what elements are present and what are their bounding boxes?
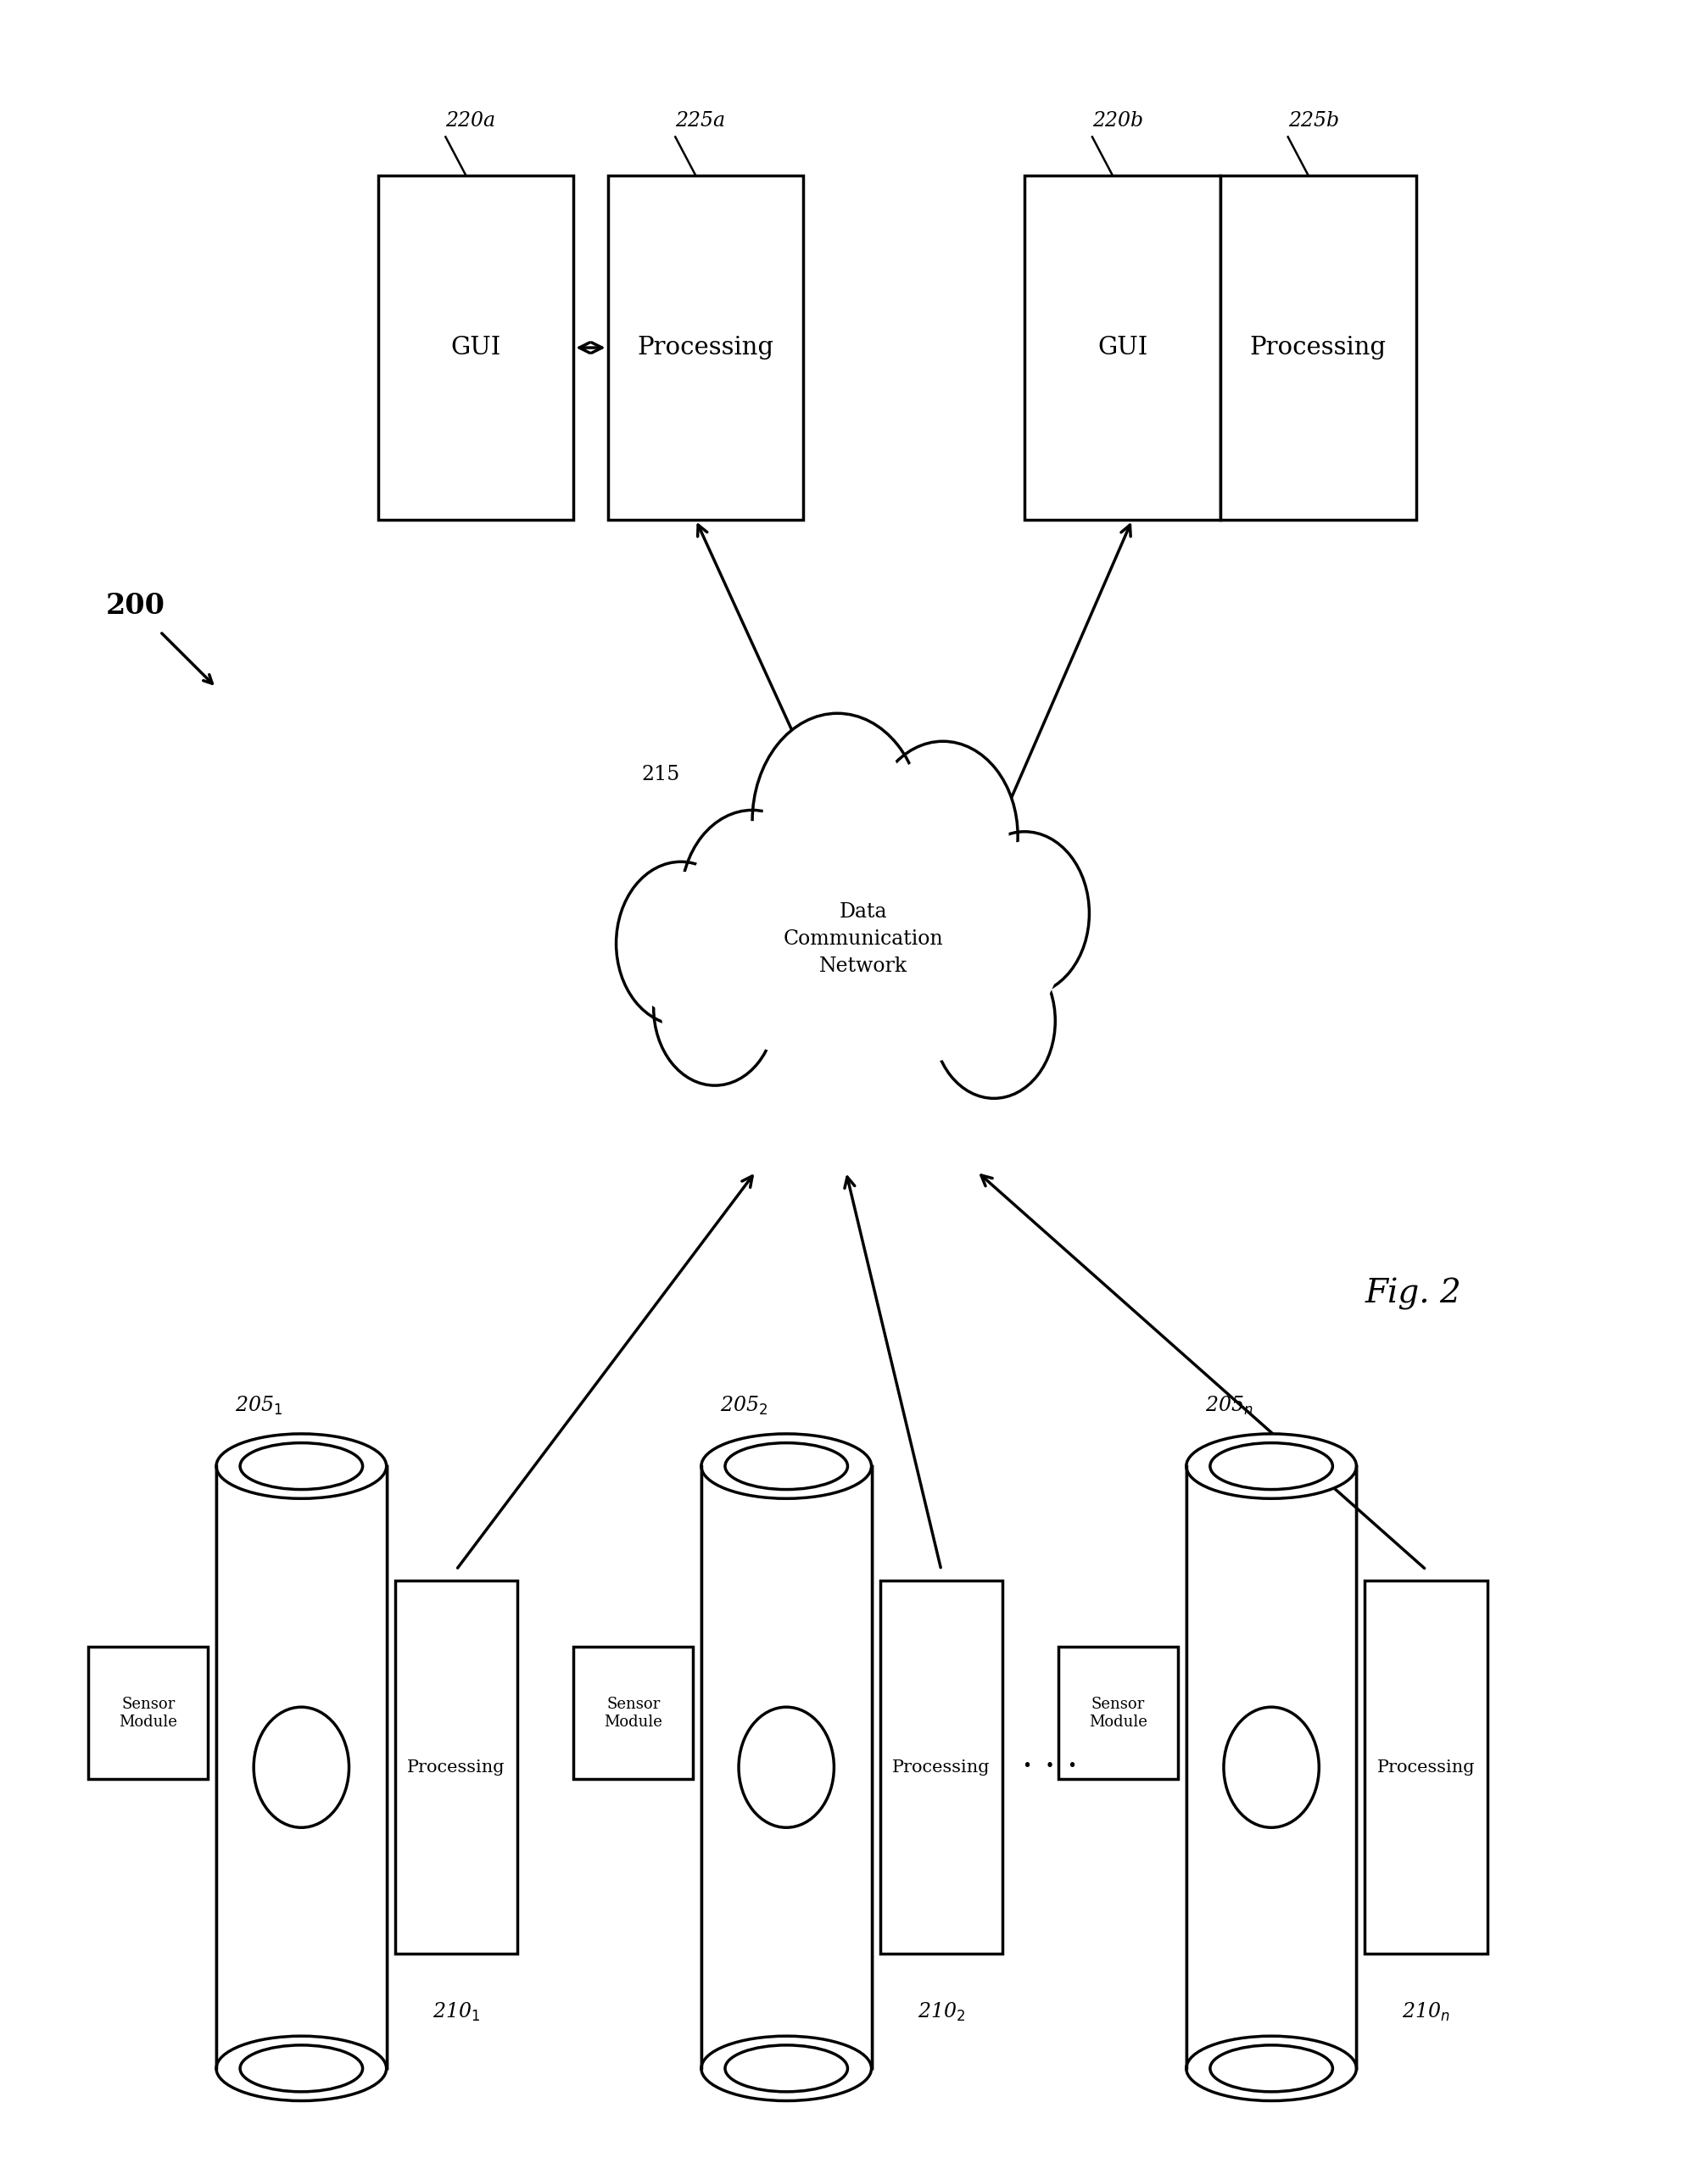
Text: Sensor
Module: Sensor Module xyxy=(120,1696,178,1729)
Circle shape xyxy=(933,943,1056,1098)
Bar xyxy=(574,1647,692,1780)
Ellipse shape xyxy=(1209,1444,1332,1489)
Circle shape xyxy=(752,714,922,928)
Bar xyxy=(395,1580,518,1953)
Text: 210$_{2}$: 210$_{2}$ xyxy=(917,2000,965,2024)
Bar xyxy=(1025,175,1220,520)
Text: 215: 215 xyxy=(642,764,680,783)
Ellipse shape xyxy=(217,1433,386,1498)
Circle shape xyxy=(868,742,1018,930)
Circle shape xyxy=(652,930,775,1085)
Text: Sensor
Module: Sensor Module xyxy=(1088,1696,1146,1729)
Ellipse shape xyxy=(1185,2035,1356,2100)
Bar xyxy=(89,1647,208,1780)
Bar xyxy=(1365,1580,1486,1953)
Bar xyxy=(880,1580,1003,1953)
Text: Sensor
Module: Sensor Module xyxy=(603,1696,663,1729)
Ellipse shape xyxy=(239,2046,362,2091)
Circle shape xyxy=(738,1707,834,1828)
Circle shape xyxy=(661,941,769,1077)
Ellipse shape xyxy=(700,1433,871,1498)
Text: 210$_{n}$: 210$_{n}$ xyxy=(1402,2000,1450,2024)
Text: Processing: Processing xyxy=(1377,1759,1474,1776)
Bar xyxy=(608,175,803,520)
Circle shape xyxy=(253,1707,348,1828)
Text: 220a: 220a xyxy=(446,110,495,129)
Circle shape xyxy=(762,727,912,915)
Text: 220b: 220b xyxy=(1091,110,1143,129)
Text: 210$_{1}$: 210$_{1}$ xyxy=(432,2000,480,2024)
Circle shape xyxy=(876,753,1008,919)
Circle shape xyxy=(967,842,1081,986)
Text: 205$_{1}$: 205$_{1}$ xyxy=(234,1394,282,1416)
Bar xyxy=(1185,1465,1356,2067)
Ellipse shape xyxy=(724,2046,847,2091)
Ellipse shape xyxy=(1209,2046,1332,2091)
Text: 205$_{2}$: 205$_{2}$ xyxy=(719,1394,767,1416)
Text: · · ·: · · · xyxy=(1021,1750,1078,1785)
Text: 225a: 225a xyxy=(675,110,726,129)
Circle shape xyxy=(623,872,738,1016)
Circle shape xyxy=(688,820,815,980)
Circle shape xyxy=(680,809,823,991)
Ellipse shape xyxy=(239,1444,362,1489)
Ellipse shape xyxy=(700,2035,871,2100)
Text: Data
Communication
Network: Data Communication Network xyxy=(782,902,943,975)
Bar xyxy=(217,1465,386,2067)
Text: Processing: Processing xyxy=(407,1759,506,1776)
Text: 225b: 225b xyxy=(1288,110,1339,129)
Bar xyxy=(1220,175,1416,520)
Circle shape xyxy=(939,954,1047,1090)
Text: Fig. 2: Fig. 2 xyxy=(1365,1278,1460,1310)
Ellipse shape xyxy=(1185,1433,1356,1498)
Text: Processing: Processing xyxy=(892,1759,989,1776)
Bar xyxy=(700,1465,871,2067)
Ellipse shape xyxy=(724,1444,847,1489)
Text: GUI: GUI xyxy=(451,337,500,360)
Circle shape xyxy=(1223,1707,1319,1828)
Circle shape xyxy=(617,861,745,1025)
Text: Processing: Processing xyxy=(1249,337,1385,360)
Text: Processing: Processing xyxy=(637,337,774,360)
Ellipse shape xyxy=(658,820,1083,1101)
Ellipse shape xyxy=(683,852,1059,1068)
Text: 205$_{n}$: 205$_{n}$ xyxy=(1204,1394,1252,1416)
Ellipse shape xyxy=(217,2035,386,2100)
Bar xyxy=(377,175,574,520)
Text: 200: 200 xyxy=(106,591,166,619)
Bar xyxy=(1059,1647,1177,1780)
Text: GUI: GUI xyxy=(1097,337,1148,360)
Circle shape xyxy=(960,831,1088,995)
